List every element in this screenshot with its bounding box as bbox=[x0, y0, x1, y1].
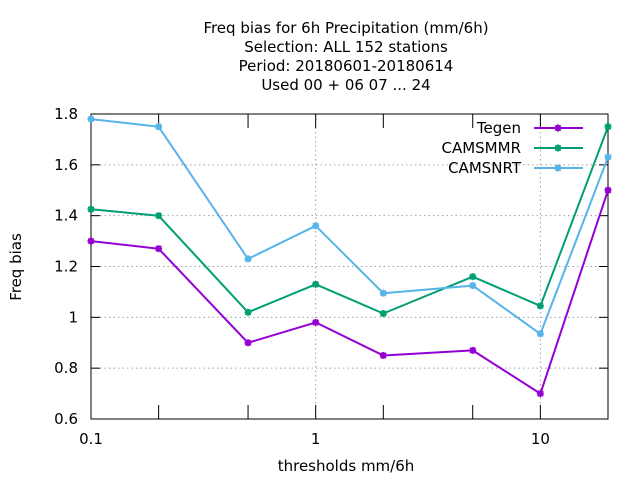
y-tick-label: 1.4 bbox=[54, 207, 78, 225]
data-point-camsnrt bbox=[379, 289, 387, 297]
title-line-3: Period: 20180601-20180614 bbox=[239, 57, 454, 75]
data-point-camsnrt bbox=[536, 330, 544, 338]
legend-item-camsnrt: CAMSNRT bbox=[448, 159, 583, 177]
data-point-camsnrt bbox=[312, 222, 320, 230]
chart-title: Freq bias for 6h Precipitation (mm/6h) S… bbox=[203, 19, 488, 94]
data-point-tegen bbox=[244, 339, 252, 347]
data-point-camsmmr bbox=[379, 310, 387, 318]
y-axis-label: Freq bias bbox=[7, 233, 25, 301]
title-line-2: Selection: ALL 152 stations bbox=[244, 38, 448, 56]
legend-label-camsmmr: CAMSMMR bbox=[441, 139, 521, 157]
data-point-camsmmr bbox=[312, 280, 320, 288]
x-tick-label: 1 bbox=[311, 430, 321, 448]
x-tick-label: 10 bbox=[531, 430, 550, 448]
data-point-camsnrt bbox=[87, 115, 95, 123]
series-line-camsnrt bbox=[90, 118, 609, 335]
y-tick-label: 1.2 bbox=[54, 258, 78, 276]
data-point-camsnrt bbox=[469, 282, 477, 290]
legend-label-camsnrt: CAMSNRT bbox=[448, 159, 522, 177]
x-tick-label: 0.1 bbox=[79, 430, 103, 448]
data-point-camsmmr bbox=[469, 273, 477, 281]
y-tick-label: 1.8 bbox=[54, 105, 78, 123]
y-tick-label: 1 bbox=[68, 308, 78, 326]
series-camsnrt bbox=[87, 115, 612, 338]
data-point-camsnrt bbox=[604, 153, 612, 161]
data-point-camsmmr bbox=[536, 302, 544, 310]
legend-item-tegen: Tegen bbox=[476, 119, 583, 137]
series bbox=[87, 115, 612, 398]
series-line-tegen bbox=[90, 189, 609, 395]
series-line-camsmmr bbox=[90, 126, 609, 315]
legend-item-camsmmr: CAMSMMR bbox=[441, 139, 583, 157]
data-point-tegen bbox=[87, 237, 95, 245]
data-point-camsnrt bbox=[155, 123, 163, 131]
plot-frame bbox=[90, 113, 609, 420]
legend-marker-camsmmr bbox=[554, 144, 562, 152]
data-point-tegen bbox=[469, 346, 477, 354]
data-point-camsmmr bbox=[244, 308, 252, 316]
data-point-camsmmr bbox=[604, 123, 612, 131]
legend-marker-tegen bbox=[554, 124, 562, 132]
data-point-tegen bbox=[312, 318, 320, 326]
title-line-1: Freq bias for 6h Precipitation (mm/6h) bbox=[203, 19, 488, 37]
legend-label-tegen: Tegen bbox=[476, 119, 521, 137]
data-point-tegen bbox=[536, 390, 544, 398]
y-tick-label: 0.8 bbox=[54, 359, 78, 377]
data-point-camsmmr bbox=[87, 205, 95, 213]
series-tegen bbox=[87, 186, 612, 398]
data-point-tegen bbox=[155, 245, 163, 253]
data-point-camsnrt bbox=[244, 255, 252, 263]
data-point-camsmmr bbox=[155, 212, 163, 220]
tick-labels: 0.6 0.8 1 1.2 1.4 1.6 1.8 0.1 1 10 bbox=[54, 105, 550, 448]
y-tick-label: 1.6 bbox=[54, 156, 78, 174]
series-camsmmr bbox=[87, 123, 612, 318]
legend: Tegen CAMSMMR CAMSNRT bbox=[441, 119, 583, 177]
x-axis-label: thresholds mm/6h bbox=[278, 457, 415, 475]
grid bbox=[91, 114, 608, 419]
data-point-tegen bbox=[604, 186, 612, 194]
title-line-4: Used 00 + 06 07 ... 24 bbox=[261, 76, 430, 94]
legend-marker-camsnrt bbox=[554, 164, 562, 172]
y-tick-label: 0.6 bbox=[54, 410, 78, 428]
data-point-tegen bbox=[379, 351, 387, 359]
